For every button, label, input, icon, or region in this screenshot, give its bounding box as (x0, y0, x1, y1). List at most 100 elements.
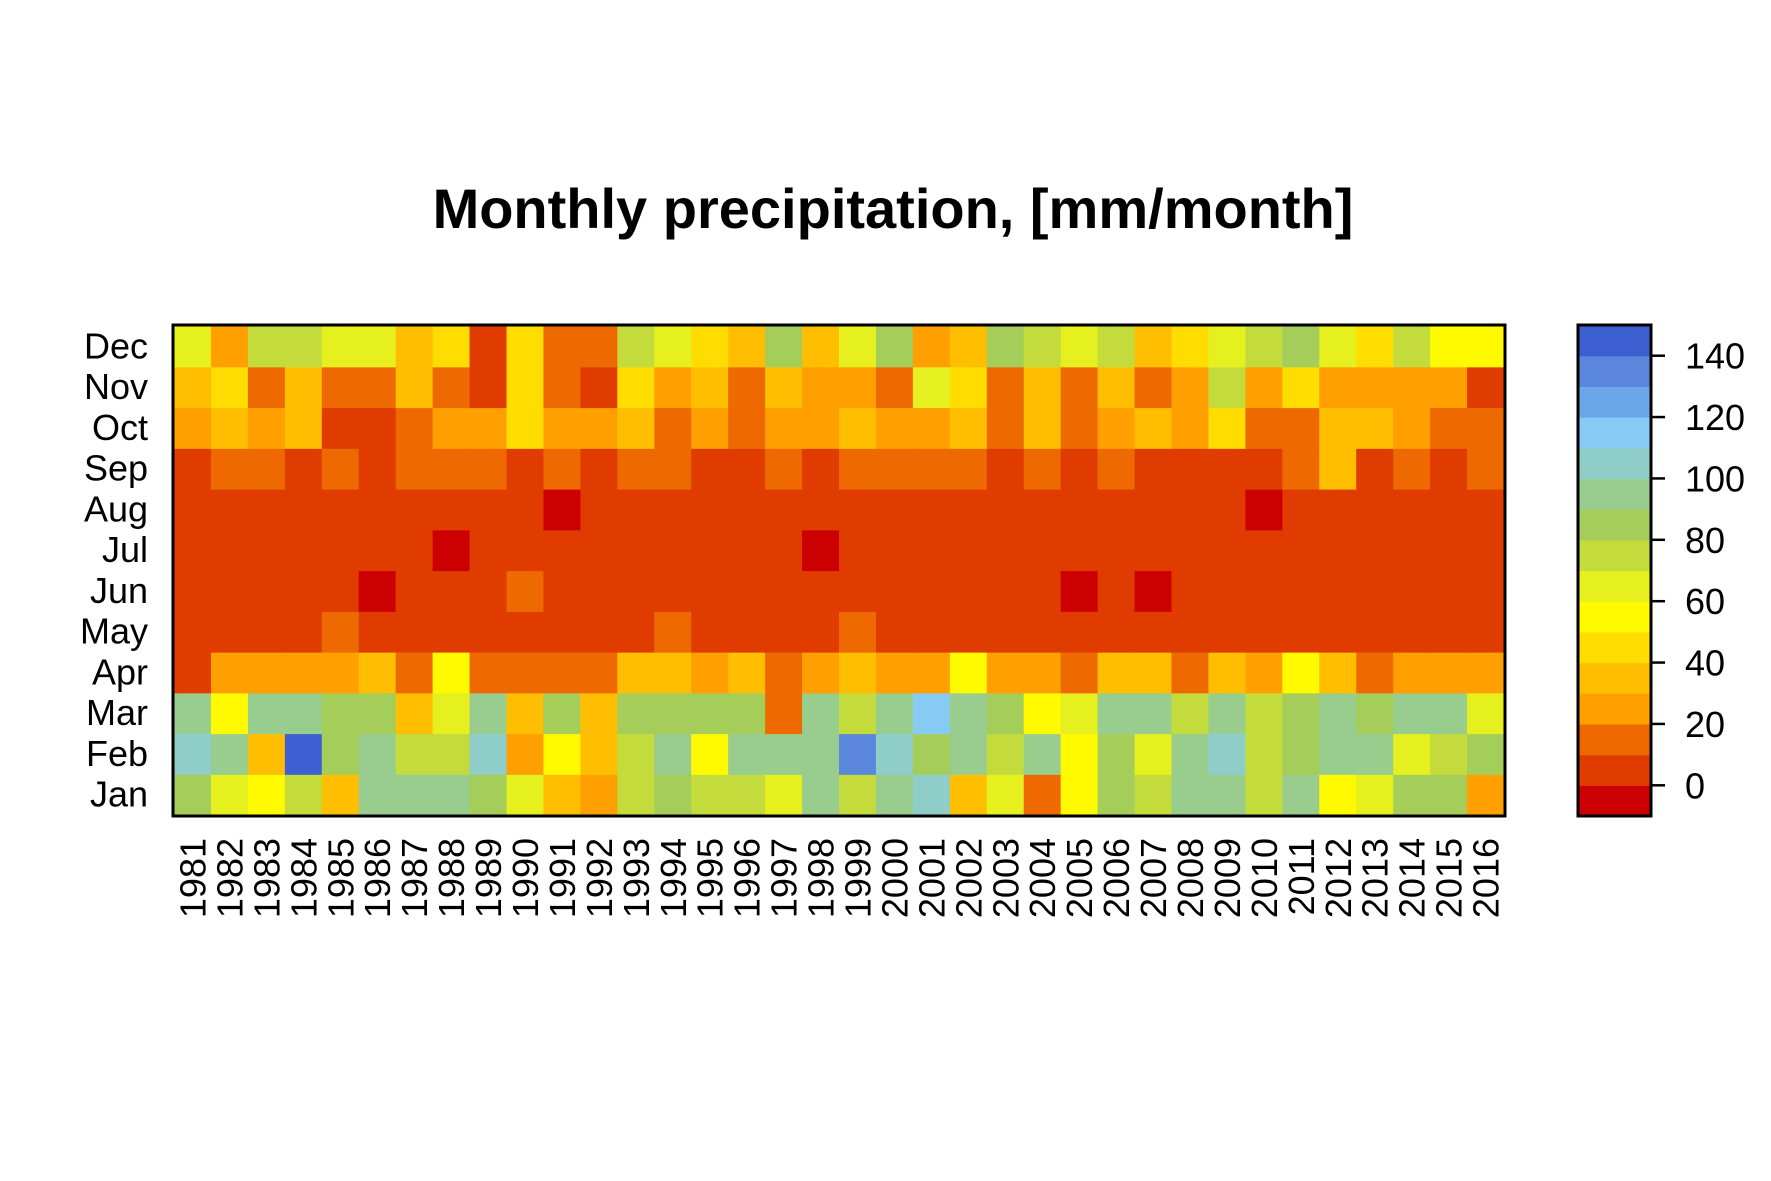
heatmap-cell-2001-May (912, 611, 951, 653)
heatmap-cell-1981-Jul (174, 529, 212, 572)
heatmap-cell-1988-Sep (432, 448, 471, 490)
heatmap-cell-1989-Feb (469, 733, 508, 775)
heatmap-cell-1983-Jan (247, 774, 286, 816)
heatmap-cell-1984-Aug (284, 489, 323, 531)
heatmap-cell-2006-Nov (1097, 366, 1136, 409)
heatmap-cell-1992-Jul (580, 529, 618, 572)
heatmap-cell-1982-Oct (210, 407, 249, 449)
heatmap-cell-1990-Mar (506, 692, 545, 735)
heatmap-cell-1993-Jan (617, 774, 655, 816)
heatmap-cell-2011-Apr (1282, 652, 1320, 694)
heatmap-cell-1988-Aug (432, 489, 471, 531)
heatmap-cell-1987-May (395, 611, 434, 653)
x-tick-label: 1994 (653, 838, 694, 918)
heatmap-cell-1989-Oct (469, 407, 508, 449)
heatmap-cell-2016-Jan (1467, 774, 1505, 816)
heatmap-cell-1999-Sep (839, 448, 877, 490)
heatmap-cell-2008-Feb (1171, 733, 1210, 775)
heatmap-cell-2002-Oct (949, 407, 988, 449)
heatmap-cell-1986-Mar (358, 692, 397, 735)
heatmap-cell-1984-Apr (284, 652, 323, 694)
heatmap-cell-2002-Jul (949, 529, 988, 572)
heatmap-cell-1982-Jul (210, 529, 249, 572)
legend-swatch (1578, 723, 1651, 756)
heatmap-cell-2015-Dec (1430, 326, 1468, 368)
heatmap-cell-2015-Jul (1430, 529, 1468, 572)
heatmap-cell-1985-Jul (321, 529, 360, 572)
x-tick-label: 1987 (394, 838, 435, 918)
x-tick-label: 1989 (468, 838, 509, 918)
heatmap-cell-2001-Jan (912, 774, 951, 816)
heatmap-cell-1996-Feb (728, 733, 766, 775)
heatmap-cell-2005-Apr (1060, 652, 1099, 694)
heatmap-cell-1991-May (543, 611, 581, 653)
heatmap-cell-1988-Nov (432, 366, 471, 409)
heatmap-cell-1988-Jun (432, 570, 471, 612)
legend-swatch (1578, 631, 1651, 664)
heatmap-cell-1986-Feb (358, 733, 397, 775)
heatmap-cell-2014-Aug (1393, 489, 1431, 531)
heatmap-cell-1988-Jul (432, 529, 471, 572)
heatmap-cell-1990-Jun (506, 570, 545, 612)
heatmap-cell-1988-Feb (432, 733, 471, 775)
heatmap-cell-1988-Apr (432, 652, 471, 694)
heatmap-cell-1985-Apr (321, 652, 360, 694)
legend-swatch (1578, 570, 1651, 602)
heatmap-cell-2010-Apr (1245, 652, 1283, 694)
legend-swatch (1578, 478, 1651, 510)
heatmap-cell-1992-Mar (580, 692, 618, 735)
heatmap-cell-1996-Nov (728, 366, 766, 409)
heatmap-cell-2000-Jan (875, 774, 914, 816)
heatmap-cell-1997-Jul (765, 529, 803, 572)
heatmap-cell-2010-Dec (1245, 326, 1283, 368)
legend-swatch (1578, 355, 1651, 387)
heatmap-cell-2015-May (1430, 611, 1468, 653)
heatmap-cell-2003-Oct (986, 407, 1025, 449)
heatmap-cell-1992-Oct (580, 407, 618, 449)
heatmap-cell-2011-Jun (1282, 570, 1320, 612)
heatmap-cells (174, 326, 1505, 816)
heatmap-cell-2011-Jul (1282, 529, 1320, 572)
heatmap-cell-1986-Jul (358, 529, 397, 572)
x-tick-label: 1993 (616, 838, 657, 918)
heatmap-cell-1989-Jan (469, 774, 508, 816)
heatmap-cell-2014-Sep (1393, 448, 1431, 490)
x-tick-label: 2015 (1429, 838, 1470, 918)
heatmap-cell-1994-May (654, 611, 692, 653)
heatmap-cell-2008-Oct (1171, 407, 1210, 449)
heatmap-cell-2001-Jun (912, 570, 951, 612)
heatmap-cell-2004-Feb (1023, 733, 1062, 775)
legend-swatch (1578, 417, 1651, 449)
heatmap-cell-2016-May (1467, 611, 1505, 653)
heatmap-cell-1998-Mar (802, 692, 840, 735)
heatmap-cell-2004-Oct (1023, 407, 1062, 449)
heatmap-cell-2016-Nov (1467, 366, 1505, 409)
heatmap-cell-2000-Jul (875, 529, 914, 572)
legend-tick-label: 140 (1685, 336, 1745, 377)
heatmap-cell-2001-Mar (912, 692, 951, 735)
heatmap-cell-2001-Sep (912, 448, 951, 490)
heatmap-cell-1996-Oct (728, 407, 766, 449)
heatmap-cell-2014-Feb (1393, 733, 1431, 775)
heatmap-cell-1994-Jan (654, 774, 692, 816)
heatmap-cell-1989-May (469, 611, 508, 653)
heatmap-cell-1996-Apr (728, 652, 766, 694)
heatmap-cell-1995-Dec (691, 326, 729, 368)
heatmap-cell-2000-Mar (875, 692, 914, 735)
heatmap-cell-2003-Mar (986, 692, 1025, 735)
heatmap-cell-1987-Jun (395, 570, 434, 612)
heatmap-cell-1990-May (506, 611, 545, 653)
heatmap-cell-2016-Jul (1467, 529, 1505, 572)
heatmap-cell-1984-Nov (284, 366, 323, 409)
heatmap-cell-1982-Nov (210, 366, 249, 409)
x-axis-labels: 1981198219831984198519861987198819891990… (172, 838, 1506, 918)
legend-tick-label: 20 (1685, 704, 1725, 745)
heatmap-cell-2016-Aug (1467, 489, 1505, 531)
heatmap-cell-1991-Jan (543, 774, 581, 816)
heatmap-cell-2003-Dec (986, 326, 1025, 368)
heatmap-cell-2004-Jan (1023, 774, 1062, 816)
heatmap-cell-1989-Dec (469, 326, 508, 368)
heatmap-cell-1994-Aug (654, 489, 692, 531)
heatmap-cell-1998-Aug (802, 489, 840, 531)
